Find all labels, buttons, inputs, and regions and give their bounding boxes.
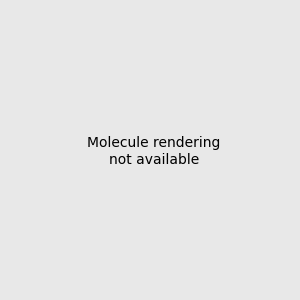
Text: Molecule rendering
not available: Molecule rendering not available [87,136,220,166]
